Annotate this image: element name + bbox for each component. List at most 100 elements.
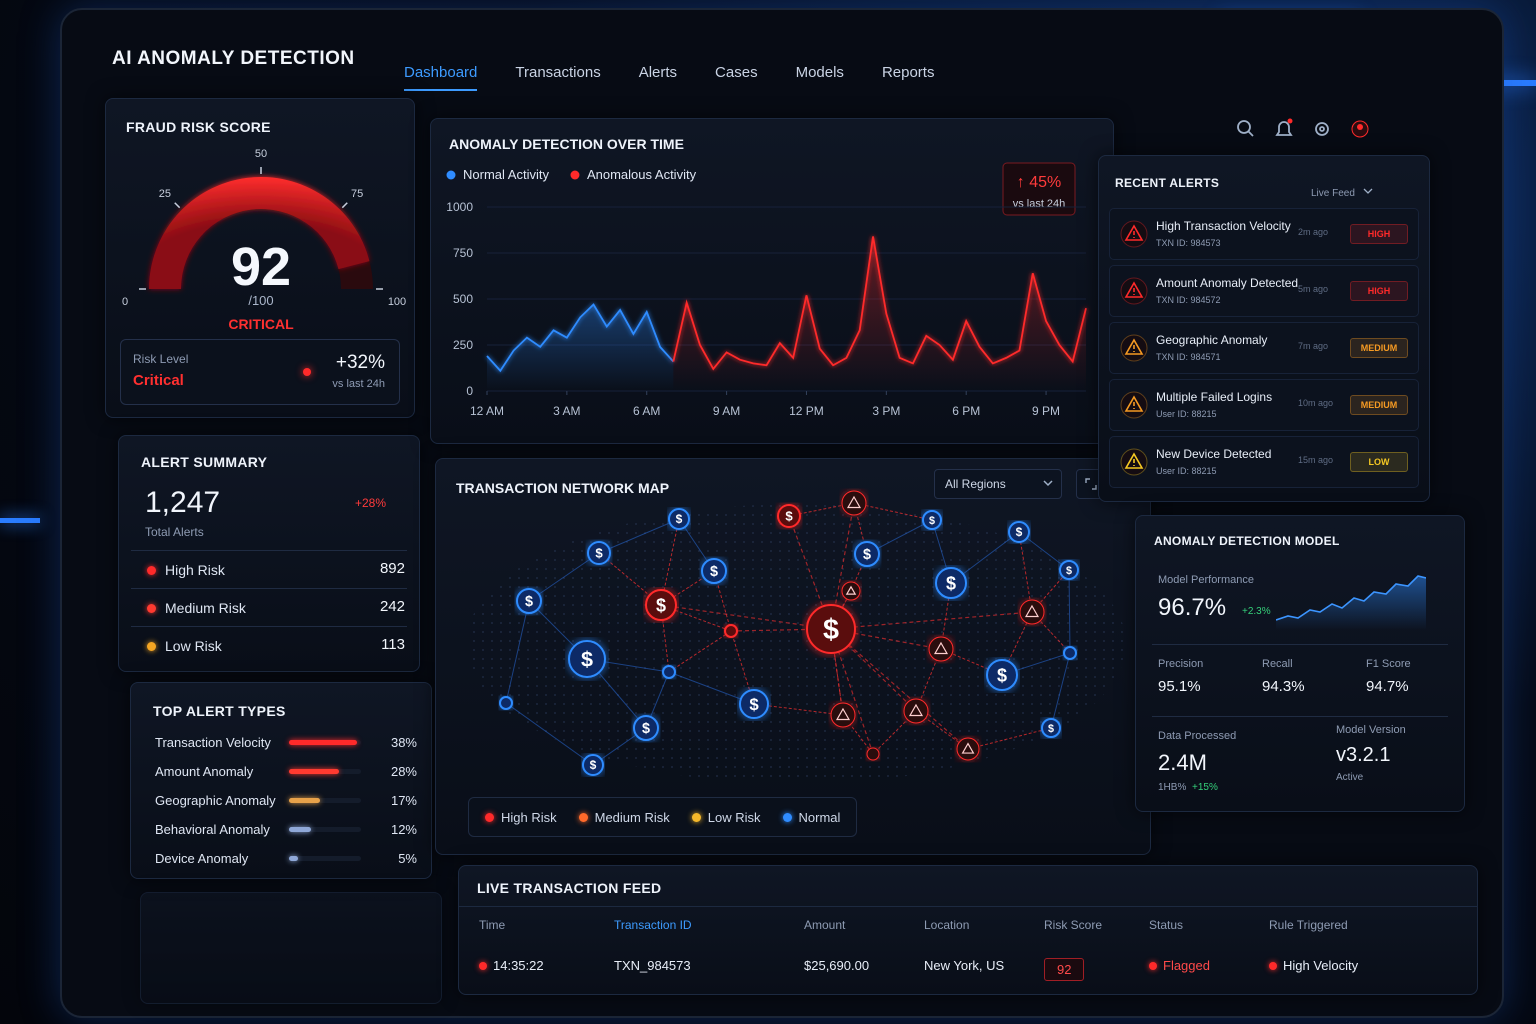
y-tick-label: 1000 <box>446 200 473 214</box>
search-icon[interactable] <box>1237 120 1254 137</box>
change-badge <box>1002 162 1076 216</box>
cell-text: $25,690.00 <box>804 958 870 973</box>
edge <box>1068 569 1071 654</box>
nav-item[interactable]: Cases <box>715 64 758 81</box>
x-tick-label: 9 PM <box>1032 404 1060 418</box>
chevron <box>1043 480 1053 487</box>
type-value: 17% <box>390 793 417 808</box>
data-processed-label: Data Processed <box>1158 730 1237 742</box>
alert-id: TXN ID: 984572 <box>1156 295 1221 305</box>
warning-icon <box>835 707 851 721</box>
live-feed-card: LIVE TRANSACTION FEED Time Transaction ID… <box>458 865 1478 995</box>
type-value: 38% <box>390 735 417 750</box>
divider <box>459 906 1477 907</box>
nav-item[interactable]: Reports <box>881 64 935 81</box>
node-icon: $ <box>656 595 666 615</box>
legend-dot <box>578 812 588 822</box>
feed-selector[interactable]: Live Feed <box>1311 188 1374 199</box>
metric-label: Recall <box>1262 658 1293 670</box>
version-status: Active <box>1336 772 1364 783</box>
warning-icon <box>845 585 857 595</box>
risk-node <box>841 490 867 516</box>
series-area <box>487 304 674 391</box>
risk-status: CRITICAL <box>228 316 294 329</box>
card-title: FRAUD RISK SCORE <box>126 119 271 135</box>
series-area <box>673 236 1086 391</box>
sparkline <box>1276 575 1426 621</box>
risk-count: 242 <box>379 598 405 615</box>
bar-track <box>289 856 361 861</box>
edge <box>830 628 874 755</box>
type-value: 28% <box>390 764 417 779</box>
risk-node <box>956 737 980 761</box>
risk-score-max: /100 <box>248 293 273 308</box>
transaction-node <box>854 541 880 567</box>
gauge-tick <box>341 202 348 209</box>
settings-icon[interactable] <box>1315 122 1329 136</box>
performance-label: Model Performance <box>1158 574 1254 586</box>
nav-bar: Dashboard Transactions Alerts Cases Models Re… <box>404 64 934 91</box>
x-tick-label: 12 AM <box>470 404 504 418</box>
total-alerts-label: Total Alerts <box>145 525 204 539</box>
risk-count: 113 <box>381 636 405 653</box>
alert-time: 7m ago <box>1298 341 1329 351</box>
column-header: Location <box>924 918 970 932</box>
legend-label: Normal <box>798 809 841 825</box>
nav-item[interactable]: Alerts <box>638 64 678 81</box>
alert-row[interactable]: New Device Detected User ID: 88215 15m ago… <box>1109 436 1419 488</box>
x-tick-label: 6 PM <box>952 404 980 418</box>
transaction-node <box>701 558 727 584</box>
region-dropdown[interactable]: All Regions <box>934 469 1062 499</box>
risk-node <box>903 698 929 724</box>
node-icon: $ <box>997 665 1007 685</box>
fraud-risk-card: FRAUD RISK SCORE 0 25 50 75 100 92/100 CRITICA… <box>105 98 415 418</box>
node-icon: $ <box>1048 723 1054 735</box>
alert-row[interactable]: Geographic Anomaly TXN ID: 984571 7m ago ME… <box>1109 322 1419 374</box>
edge <box>842 714 874 755</box>
risk-dot <box>147 642 156 651</box>
cell: $25,690.00 <box>804 958 869 973</box>
map-legend: High Risk Medium Risk Low Risk Normal <box>468 797 858 837</box>
warning-icon <box>961 742 975 754</box>
transaction-node <box>568 640 606 678</box>
risk-dot <box>147 566 156 575</box>
sparkline-area <box>1276 576 1426 630</box>
network-map-card: TRANSACTION NETWORK MAP $ $ $ $ $ $ $ $ $ $ $ $ $ $ $ $ $… <box>435 458 1151 855</box>
alert-change: +28% <box>355 496 387 510</box>
data-processed: 2.4M <box>1158 750 1207 775</box>
icon-shape <box>1124 281 1144 298</box>
alert-row[interactable]: Multiple Failed Logins User ID: 88215 10m … <box>1109 379 1419 431</box>
nav-item[interactable]: Models <box>795 64 844 81</box>
gauge-fill <box>149 176 370 289</box>
avatar-icon[interactable] <box>1351 120 1369 138</box>
region-label: All Regions <box>945 477 1006 491</box>
cell: 92 <box>1044 958 1085 981</box>
risk-node <box>1019 599 1045 625</box>
risk-gauge: 0 25 50 75 100 92/100 CRITICAL <box>122 148 406 329</box>
alert-row[interactable]: High Transaction Velocity TXN ID: 984573 2… <box>1109 208 1419 260</box>
edge <box>505 702 594 766</box>
severity-badge: HIGH <box>1350 224 1408 244</box>
alert-row[interactable]: Amount Anomaly Detected TXN ID: 984572 5m … <box>1109 265 1419 317</box>
risk-score: 92 <box>231 237 291 297</box>
row-divider <box>131 550 407 551</box>
column-header: Status <box>1149 918 1184 932</box>
series-line <box>672 236 1087 371</box>
risk-label: High Risk <box>165 562 225 578</box>
nav-item[interactable]: Transactions <box>515 64 601 81</box>
risk-change-note: vs last 24h <box>332 378 385 390</box>
legend-item: High Risk <box>485 810 557 825</box>
icon-shape <box>1124 452 1144 469</box>
transaction-node <box>1041 718 1061 738</box>
risk-change: +32% <box>335 352 385 373</box>
change-note: vs last 24h <box>1013 198 1066 210</box>
alert-title: New Device Detected <box>1156 447 1272 461</box>
cell-text: TXN_984573 <box>614 958 691 973</box>
edge <box>668 671 755 705</box>
metric-label: F1 Score <box>1366 658 1411 670</box>
bell-icon[interactable] <box>1275 118 1293 136</box>
nav-item[interactable]: Dashboard <box>404 64 478 91</box>
transaction-node <box>806 604 856 654</box>
gauge-tick-label: 0 <box>122 296 128 308</box>
severity-badge: HIGH <box>1350 281 1408 301</box>
